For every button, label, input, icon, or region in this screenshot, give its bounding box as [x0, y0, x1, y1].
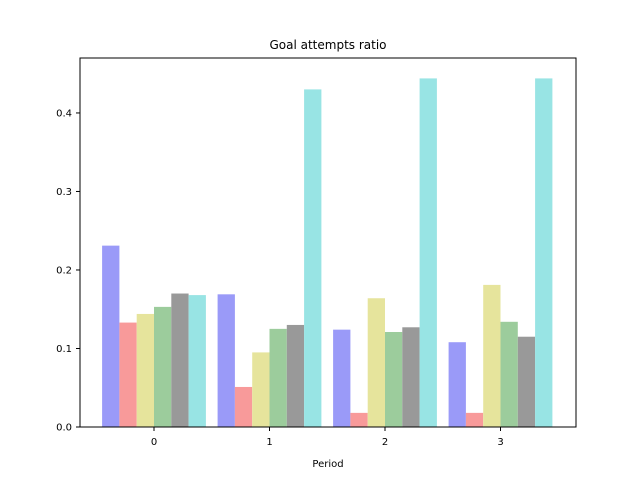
- x-tick-label: 3: [497, 437, 503, 448]
- plot-frame: [79, 57, 577, 428]
- bar-series-1-period-1: [217, 294, 235, 427]
- bar-series-2-period-0: [119, 322, 137, 427]
- bar-series-6-period-0: [188, 295, 206, 427]
- bar-series-4-period-2: [385, 332, 403, 427]
- bar-series-3-period-1: [252, 352, 270, 427]
- bar-series-1-period-2: [333, 329, 351, 427]
- bar-series-6-period-3: [535, 78, 553, 427]
- y-tick-label: 0.3: [56, 187, 72, 198]
- x-tick-label: 1: [266, 437, 272, 448]
- bar-series-6-period-1: [304, 89, 322, 428]
- bar-series-3-period-3: [483, 284, 501, 427]
- y-tick-label: 0.4: [56, 108, 72, 119]
- bar-series-4-period-3: [500, 321, 518, 427]
- bar-series-4-period-1: [269, 328, 287, 427]
- y-tick-label: 0.1: [56, 344, 72, 355]
- y-axis: 0.0 0.1 0.2 0.3 0.4: [56, 108, 80, 434]
- bar-series-3-period-2: [367, 298, 385, 427]
- bar-series-5-period-3: [517, 336, 536, 427]
- bar-series-1-period-0: [102, 245, 120, 427]
- x-tick-label: 0: [151, 437, 157, 448]
- bar-series-2-period-1: [234, 386, 253, 427]
- bar-series-5-period-0: [171, 293, 189, 427]
- bar-series-2-period-3: [465, 412, 484, 427]
- bar-series-4-period-0: [154, 306, 172, 427]
- bar-series-3-period-0: [136, 313, 154, 427]
- y-tick-label: 0.0: [56, 423, 72, 434]
- x-axis: 0 1 2 3: [151, 427, 504, 448]
- x-axis-label: Period: [312, 459, 343, 470]
- chart-title: Goal attempts ratio: [269, 38, 386, 52]
- bar-series-6-period-2: [419, 78, 437, 427]
- bar-series-2-period-2: [350, 412, 368, 427]
- bars-group: [102, 78, 553, 428]
- y-tick-label: 0.2: [56, 265, 72, 276]
- bar-series-1-period-3: [448, 342, 466, 427]
- bar-series-5-period-1: [286, 324, 305, 427]
- bar-series-5-period-2: [402, 327, 420, 427]
- x-tick-label: 2: [382, 437, 388, 448]
